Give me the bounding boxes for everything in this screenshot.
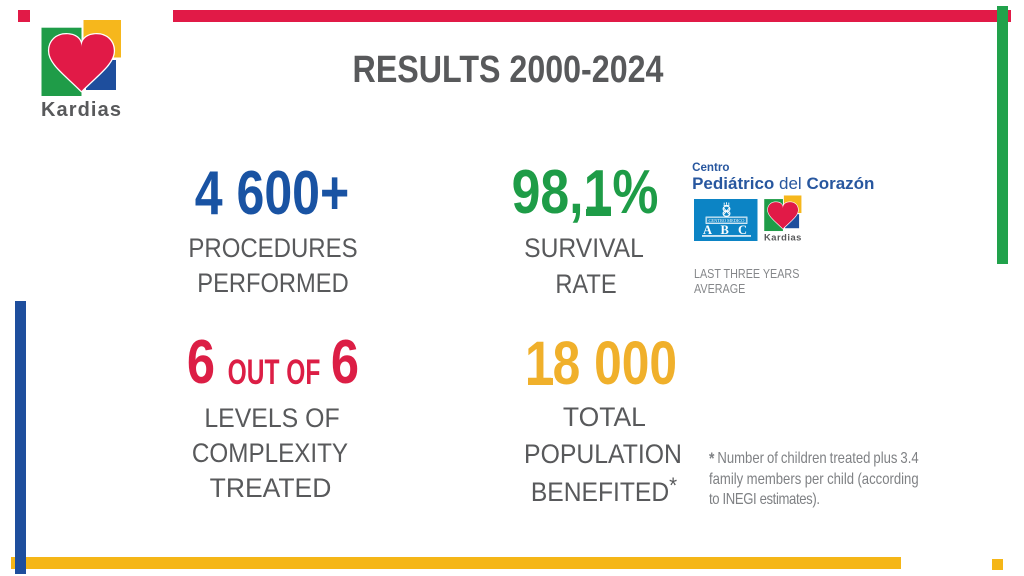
svg-text:CENTRO MEDICO: CENTRO MEDICO [709,218,745,223]
svg-text:Kardias: Kardias [41,99,122,119]
svg-text:A B C: A B C [703,223,750,237]
